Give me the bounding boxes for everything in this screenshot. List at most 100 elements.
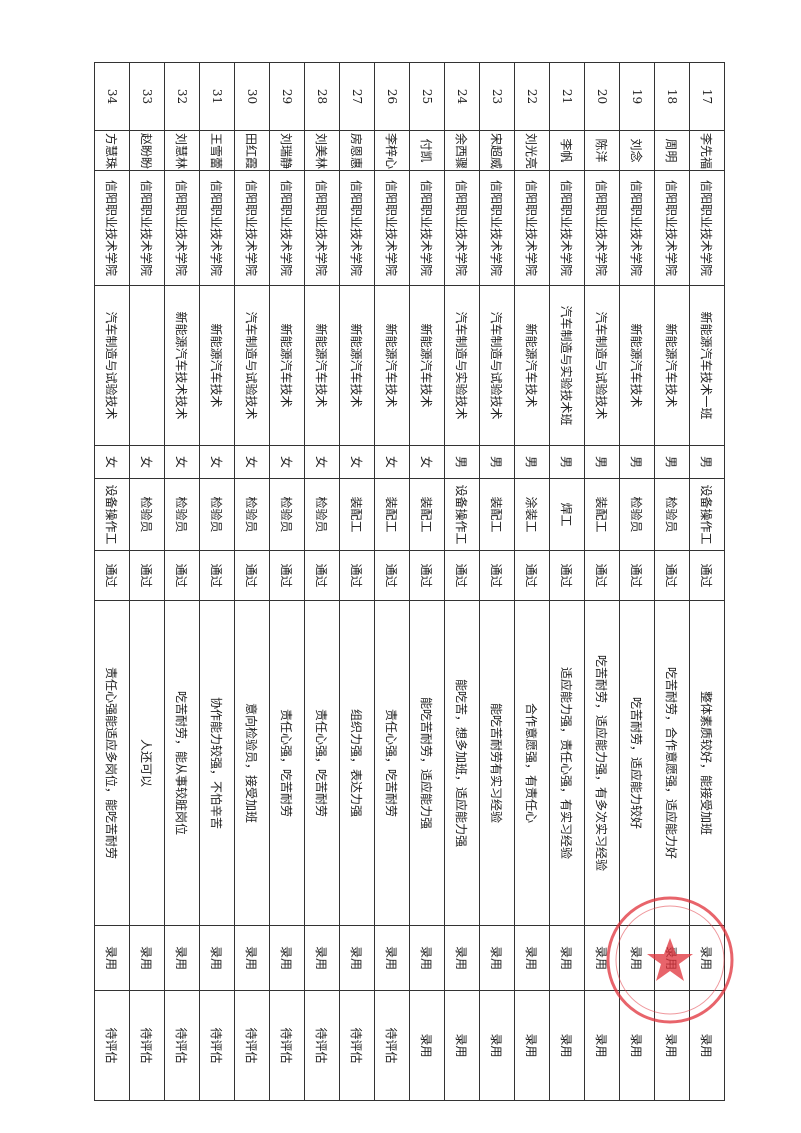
table-row: 27 房恩惠 信阳职业技术学院 新能源汽车技术女装配工 通过 组织力强，表达力强 录用 待评估 (339, 62, 375, 1101)
table-cell: 录用 (409, 990, 445, 1101)
table-cell: 21 (549, 62, 585, 131)
table-cell: 29 (269, 62, 305, 131)
table-cell: 能吃苦，想多加班，适应能力强 (444, 600, 480, 926)
table-cell: 检验员 (234, 478, 270, 551)
table-cell: 录用 (514, 925, 550, 991)
table-cell: 24 (444, 62, 480, 131)
table-cell: 待评估 (339, 990, 375, 1101)
table-cell: 检验员 (269, 478, 305, 551)
table-cell: 新能源汽车技术 (199, 285, 235, 446)
table-cell: 通过 (654, 550, 690, 601)
table-cell: 吃苦耐劳，适应能力较好 (619, 600, 655, 926)
table-cell: 方慧珠 (94, 130, 130, 171)
table-cell: 新能源汽车技术 (514, 285, 550, 446)
table-cell: 检验员 (654, 478, 690, 551)
table-cell: 信阳职业技术学院 (94, 170, 130, 286)
table-cell: 整体素质较好，能接受加班 (689, 600, 725, 926)
table-row: 22 刘光亮 信阳职业技术学院 新能源汽车技术男涂装工 通过 合作意愿强，有责任心 录用 录用 (514, 62, 550, 1101)
table-cell: 女 (304, 445, 340, 479)
table-cell: 通过 (94, 550, 130, 601)
table-cell: 吃苦耐劳，合作意愿强，适应能力好 (654, 600, 690, 926)
table-cell: 装配工 (479, 478, 515, 551)
table-cell: 待评估 (164, 990, 200, 1101)
table-cell: 适应能力强，责任心强，有实习经验 (549, 600, 585, 926)
table-cell: 录用 (444, 925, 480, 991)
table-cell: 待评估 (199, 990, 235, 1101)
table-cell: 检验员 (164, 478, 200, 551)
table-cell: 22 (514, 62, 550, 131)
table-row: 29 刘瑞静 信阳职业技术学院 新能源汽车技术女检验员 通过 责任心强，吃苦耐劳 录用 待评估 (269, 62, 305, 1101)
table-cell: 待评估 (129, 990, 165, 1101)
table-cell: 通过 (444, 550, 480, 601)
table-cell: 18 (654, 62, 690, 131)
table-cell: 32 (164, 62, 200, 131)
table-cell: 通过 (234, 550, 270, 601)
table-cell: 新能源汽车技术 (269, 285, 305, 446)
table-cell: 通过 (619, 550, 655, 601)
table-cell: 汽车制造与试验技术 (234, 285, 270, 446)
table-cell: 能吃苦耐劳有实习经验 (479, 600, 515, 926)
table-cell: 责任心强，吃苦耐劳 (374, 600, 410, 926)
table-cell: 待评估 (304, 990, 340, 1101)
table-cell: 女 (94, 445, 130, 479)
table-cell: 录用 (94, 925, 130, 991)
table-cell: 录用 (339, 925, 375, 991)
table-cell: 女 (199, 445, 235, 479)
table-cell: 男 (549, 445, 585, 479)
table-cell: 通过 (514, 550, 550, 601)
table-cell: 新能源汽车技术技术 (164, 285, 200, 446)
table-cell: 信阳职业技术学院 (444, 170, 480, 286)
table-cell: 信阳职业技术学院 (129, 170, 165, 286)
table-cell: 吃苦耐劳，适应能力强，有多次实习经验 (584, 600, 620, 926)
table-cell: 汽车制造与实验技术班 (549, 285, 585, 446)
table-cell: 李帆 (549, 130, 585, 171)
table-cell: 信阳职业技术学院 (619, 170, 655, 286)
table-row: 25 付凯 信阳职业技术学院 新能源汽车技术女装配工 通过 能吃苦耐劳，适应能力强 录用 录用 (409, 62, 445, 1101)
table-cell: 通过 (164, 550, 200, 601)
table-cell: 焊工 (549, 478, 585, 551)
table-row: 33 赵盼盼 信阳职业技术学院女检验员 通过 人还可以 录用 待评估 (129, 62, 165, 1101)
table-row: 31 王雪蕾 信阳职业技术学院 新能源汽车技术女检验员 通过 协作能力较强，不怕辛苦 录用待… (199, 62, 235, 1101)
table-cell: 信阳职业技术学院 (584, 170, 620, 286)
table-cell: 待评估 (94, 990, 130, 1101)
table-cell: 录用 (199, 925, 235, 991)
table-cell: 宋超威 (479, 130, 515, 171)
table-cell: 信阳职业技术学院 (164, 170, 200, 286)
table-cell: 李先福 (689, 130, 725, 171)
table-cell: 新能源汽车技术 (339, 285, 375, 446)
table-cell: 录用 (304, 925, 340, 991)
table-cell: 男 (689, 445, 725, 479)
table-cell: 余西骤 (444, 130, 480, 171)
table-cell: 信阳职业技术学院 (689, 170, 725, 286)
table-cell: 女 (409, 445, 445, 479)
table-cell: 信阳职业技术学院 (374, 170, 410, 286)
table-cell: 设备操作工 (444, 478, 480, 551)
table-cell: 付凯 (409, 130, 445, 171)
table-cell: 20 (584, 62, 620, 131)
table-cell: 待评估 (234, 990, 270, 1101)
table-cell: 女 (269, 445, 305, 479)
table-cell: 装配工 (339, 478, 375, 551)
table-cell: 通过 (129, 550, 165, 601)
red-seal (606, 896, 734, 1024)
table-cell: 信阳职业技术学院 (199, 170, 235, 286)
table-cell: 录用 (409, 925, 445, 991)
table-cell: 新能源汽车技术一班 (689, 285, 725, 446)
table-row: 32 刘慧林 信阳职业技术学院 新能源汽车技术技术女检验员 通过 吃苦耐劳，能从事较脏岗位… (164, 62, 200, 1101)
table-row: 26 李梓心 信阳职业技术学院 新能源汽车技术女装配工 通过 责任心强，吃苦耐劳 录用 待评估 (374, 62, 410, 1101)
table-cell: 周明 (654, 130, 690, 171)
table-cell: 通过 (304, 550, 340, 601)
table-cell: 田红霞 (234, 130, 270, 171)
table-cell: 王雪蕾 (199, 130, 235, 171)
table-cell: 录用 (374, 925, 410, 991)
table-cell: 信阳职业技术学院 (234, 170, 270, 286)
table-cell: 男 (619, 445, 655, 479)
table-cell: 新能源汽车技术 (654, 285, 690, 446)
table-row: 28 刘美林 信阳职业技术学院 新能源汽车技术女检验员 通过 责任心强，吃苦耐劳 录用 待评估 (304, 62, 340, 1101)
table-cell: 28 (304, 62, 340, 131)
table-cell: 刘美林 (304, 130, 340, 171)
table-cell: 通过 (549, 550, 585, 601)
table-cell: 录用 (234, 925, 270, 991)
table-cell: 通过 (374, 550, 410, 601)
table-cell: 检验员 (129, 478, 165, 551)
